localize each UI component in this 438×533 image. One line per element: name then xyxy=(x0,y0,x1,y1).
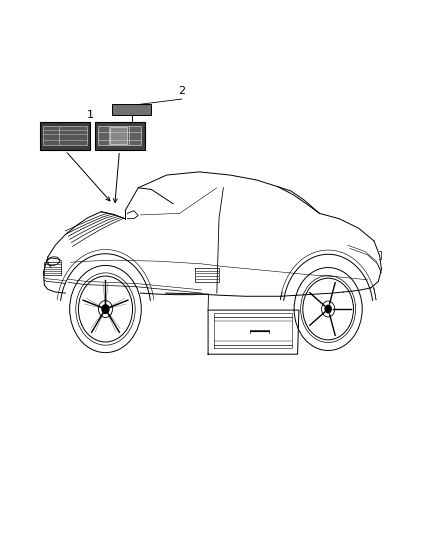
Bar xyxy=(98,126,141,146)
Bar xyxy=(43,126,87,146)
Circle shape xyxy=(325,305,331,313)
Bar xyxy=(112,104,151,115)
Bar xyxy=(110,127,127,144)
Circle shape xyxy=(102,305,109,313)
Bar xyxy=(40,122,90,150)
Text: 2: 2 xyxy=(178,86,185,96)
Bar xyxy=(95,122,145,150)
Text: 1: 1 xyxy=(87,110,94,120)
